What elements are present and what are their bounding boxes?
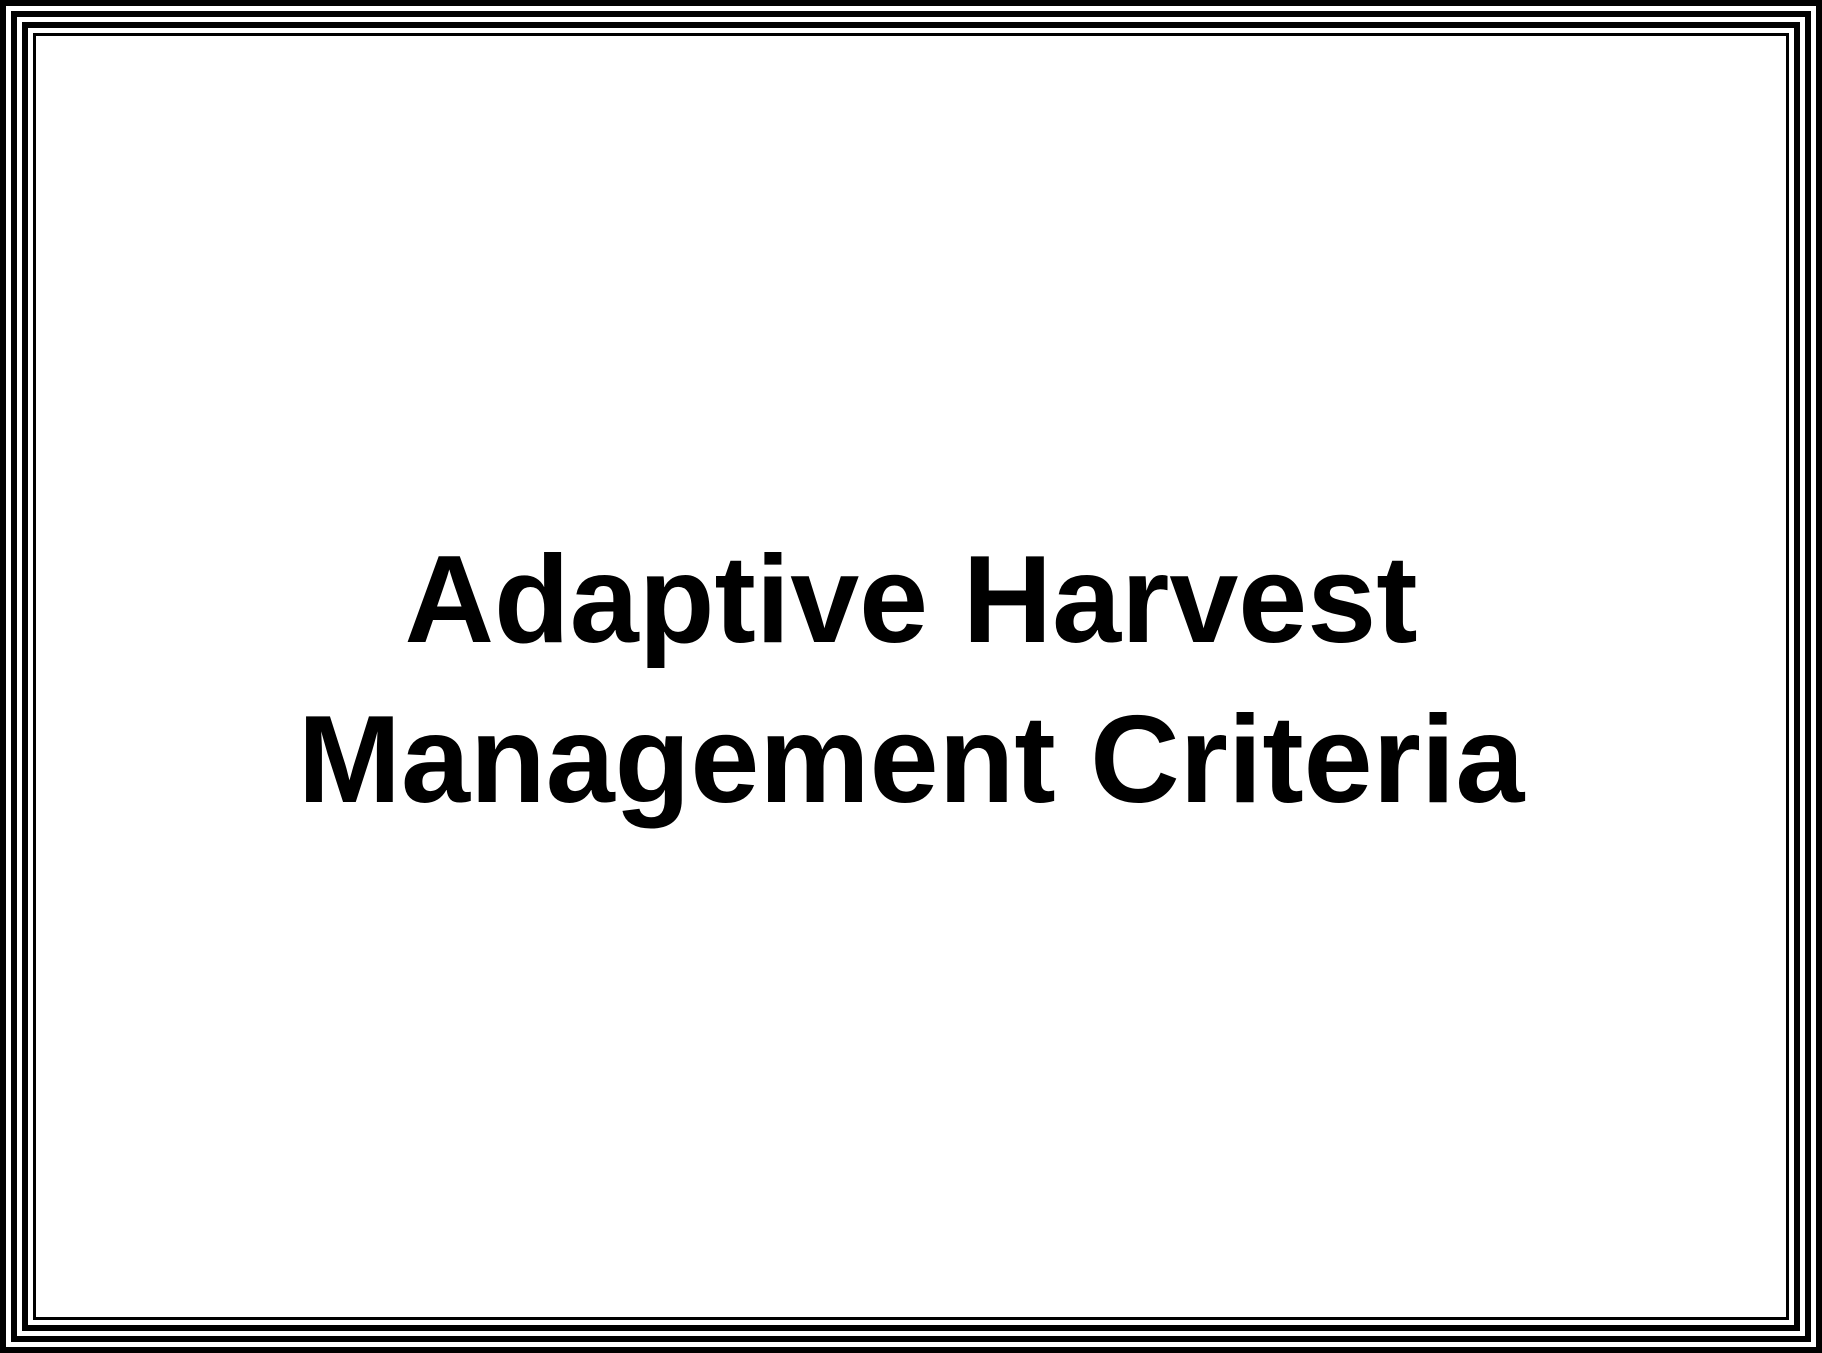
border-line-3 [22,22,1800,1331]
border-line-2 [11,11,1811,1342]
inner-border [33,33,1789,1320]
title-line-2: Management Criteria [297,691,1525,829]
slide-title: Adaptive Harvest Management Criteria [36,520,1786,840]
title-line-1: Adaptive Harvest [404,531,1418,669]
